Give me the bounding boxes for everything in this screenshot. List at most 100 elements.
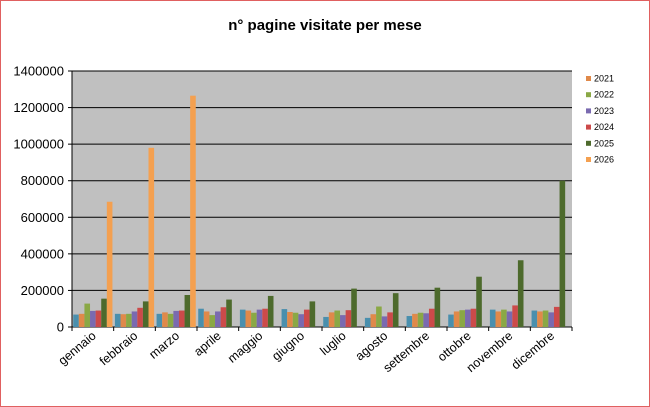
- x-tick-label: ottobre: [435, 329, 474, 365]
- bar: [428, 308, 435, 327]
- legend-label: 2021: [594, 74, 614, 84]
- bar: [323, 316, 329, 327]
- x-tick-label: aprile: [191, 329, 223, 359]
- bar: [114, 313, 121, 327]
- y-tick-label: 1400000: [13, 64, 64, 79]
- bar: [162, 312, 168, 327]
- bar: [95, 310, 102, 327]
- bar: [406, 316, 413, 327]
- bar: [256, 309, 263, 327]
- legend-label: 2022: [594, 90, 614, 100]
- bar: [542, 310, 549, 327]
- bar: [489, 309, 496, 327]
- bar: [239, 309, 246, 327]
- bar: [73, 314, 79, 327]
- x-tick-label: dicembre: [509, 329, 557, 373]
- legend: 2021 2022 2023 2024 2025 2026: [586, 74, 614, 165]
- x-tick-label: novembre: [464, 329, 516, 375]
- bar: [470, 308, 477, 327]
- bar: [84, 303, 91, 327]
- bar: [292, 312, 299, 327]
- bar: [434, 287, 441, 327]
- bar: [340, 315, 346, 327]
- bar: [209, 315, 216, 327]
- bar: [203, 311, 210, 327]
- bar: [334, 310, 341, 327]
- y-tick-label: 1200000: [13, 100, 64, 115]
- bar: [364, 317, 371, 327]
- legend-swatch: [586, 92, 591, 98]
- x-tick-label: marzo: [146, 329, 182, 362]
- bar: [517, 260, 524, 327]
- bar: [412, 313, 418, 327]
- bar: [262, 308, 268, 327]
- bar: [220, 307, 227, 327]
- bar: [148, 147, 155, 327]
- bar: [156, 313, 163, 327]
- bar: [184, 295, 191, 327]
- y-tick-label: 1000000: [13, 137, 64, 152]
- x-tick-label: maggio: [225, 329, 265, 366]
- bar: [531, 310, 538, 327]
- legend-swatch: [586, 124, 591, 130]
- y-tick-label: 800000: [21, 173, 64, 188]
- bar: [465, 309, 471, 327]
- bar: [78, 313, 85, 327]
- bar: [381, 316, 388, 327]
- bar: [298, 314, 304, 327]
- bar: [173, 310, 179, 327]
- bar: [178, 310, 185, 327]
- legend-swatch: [586, 108, 591, 114]
- bar: [506, 311, 513, 327]
- bar: [512, 305, 518, 327]
- bar: [90, 310, 96, 327]
- bar: [345, 310, 352, 327]
- y-tick-label: 0: [57, 320, 64, 335]
- bar: [120, 314, 127, 327]
- bar: [448, 314, 454, 327]
- bar: [495, 311, 502, 327]
- bar: [142, 301, 149, 327]
- bar: [251, 312, 257, 327]
- bar: [548, 312, 554, 327]
- bar: [215, 311, 221, 327]
- bar: [459, 310, 466, 327]
- bar: [559, 180, 566, 327]
- bar: [553, 306, 560, 327]
- legend-swatch: [586, 140, 591, 146]
- chart-title: n° pagine visitate per mese: [228, 17, 422, 34]
- legend-swatch: [586, 157, 591, 162]
- bar: [137, 307, 143, 327]
- bar: [267, 295, 274, 327]
- bar: [131, 311, 138, 327]
- bar: [287, 312, 293, 327]
- legend-label: 2024: [594, 122, 614, 132]
- x-tick-label: agosto: [353, 329, 391, 364]
- bar: [351, 288, 357, 327]
- legend-swatch: [586, 76, 591, 81]
- bar: [226, 299, 232, 327]
- bar: [245, 310, 252, 327]
- x-tick-label: giugno: [269, 329, 307, 364]
- y-tick-label: 400000: [21, 246, 64, 261]
- bar: [376, 306, 382, 327]
- bar: [392, 293, 399, 327]
- bar: [417, 312, 424, 327]
- bar: [303, 309, 310, 327]
- bar: [537, 311, 543, 327]
- bar: [328, 312, 335, 327]
- bar: [476, 276, 482, 327]
- bar: [423, 313, 429, 327]
- legend-label: 2023: [594, 106, 614, 116]
- plot-area: [72, 70, 572, 328]
- x-tick-label: settembre: [381, 329, 433, 375]
- plot-background: [72, 71, 572, 327]
- bar: [190, 95, 196, 327]
- bar: [281, 309, 288, 327]
- legend-label: 2025: [594, 138, 614, 148]
- x-tick-label: luglio: [317, 329, 348, 359]
- y-tick-label: 600000: [21, 210, 64, 225]
- bar: [453, 311, 460, 327]
- legend-label: 2026: [594, 155, 614, 165]
